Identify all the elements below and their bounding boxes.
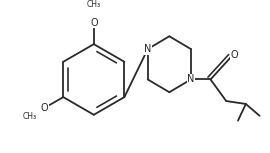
Text: O: O xyxy=(41,103,48,113)
Text: O: O xyxy=(90,18,98,28)
Text: N: N xyxy=(144,44,151,54)
Text: CH₃: CH₃ xyxy=(22,112,36,121)
Text: N: N xyxy=(187,75,195,84)
Text: O: O xyxy=(230,50,238,60)
Text: CH₃: CH₃ xyxy=(87,0,101,9)
